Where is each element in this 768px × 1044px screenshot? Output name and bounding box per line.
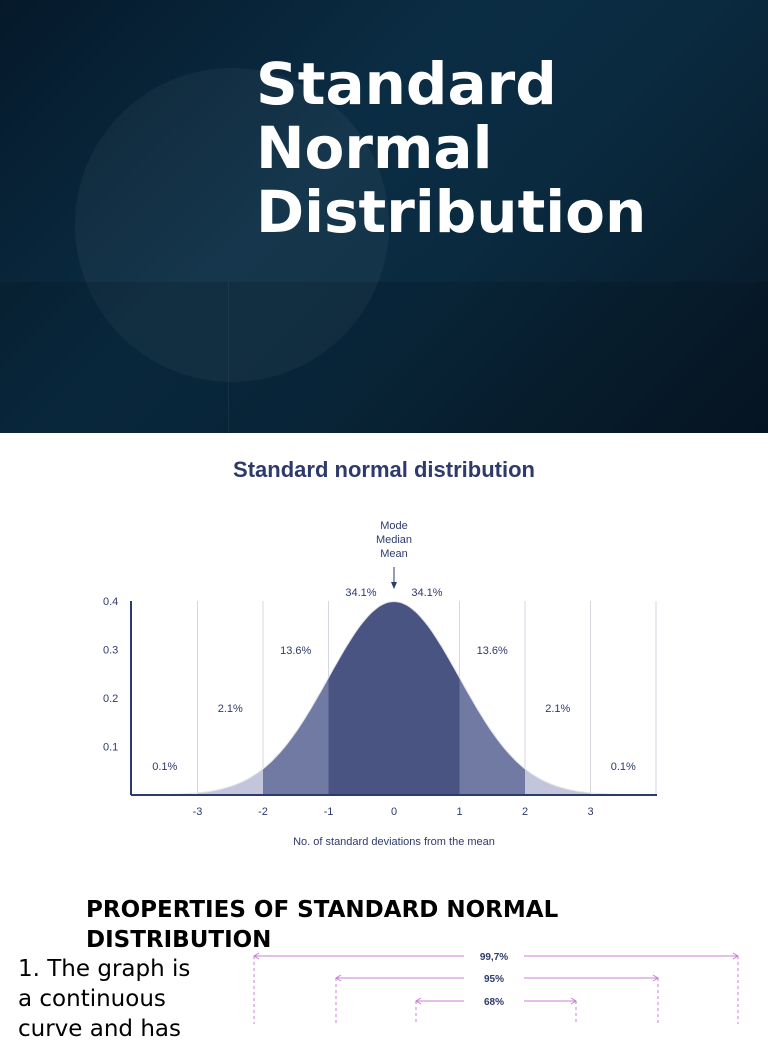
empirical-label: 68% [484, 997, 504, 1008]
region-percent-label: 2.1% [545, 703, 570, 715]
peak-annotation-line: Mean [380, 548, 408, 560]
chart-section: Standard normal distribution 0.1 0.2 0.3 0.… [0, 433, 768, 873]
x-axis-label: No. of standard deviations from the mean [293, 836, 495, 848]
slide-title-line: Distribution [256, 178, 647, 246]
y-tick-label: 0.2 [103, 693, 118, 705]
empirical-rule-diagram: 99,7% 95% 68% [253, 952, 739, 1024]
chart-title: Standard normal distribution [233, 457, 535, 482]
region-percent-label: 0.1% [611, 761, 636, 773]
property-item-line: curve and has [18, 1016, 181, 1042]
property-item-line: 1. The graph is [18, 956, 191, 982]
density-curve [132, 600, 656, 796]
region-percent-label: 2.1% [218, 703, 243, 715]
x-tick-label: 1 [456, 806, 462, 818]
y-tick-label: 0.4 [103, 596, 118, 608]
title-slide: Standard Normal Distribution [0, 0, 768, 433]
region-1 [197, 768, 263, 795]
region-percent-label: 34.1% [345, 587, 376, 599]
properties-heading-line: DISTRIBUTION [86, 927, 272, 953]
region-percent-label: 13.6% [477, 645, 508, 657]
properties-heading-line: PROPERTIES OF STANDARD NORMAL [86, 897, 559, 923]
decorative-circle [75, 68, 389, 382]
region-6 [525, 768, 591, 795]
decorative-band [0, 282, 768, 433]
x-tick-label: 3 [587, 806, 593, 818]
region-4 [394, 601, 460, 795]
empirical-label: 95% [484, 974, 504, 985]
x-tick-label: -1 [324, 806, 334, 818]
region-percent-label: 34.1% [411, 587, 442, 599]
x-tick-label: 0 [391, 806, 397, 818]
region-percent-label: 0.1% [152, 761, 177, 773]
x-tick-label: -3 [193, 806, 203, 818]
slide-title: Standard Normal Distribution [256, 52, 646, 244]
slide-title-line: Standard [256, 50, 557, 118]
region-percent-label: 13.6% [280, 645, 311, 657]
peak-annotation-line: Median [376, 534, 412, 546]
property-item-line: a continuous [18, 986, 166, 1012]
x-tick-label: -2 [258, 806, 268, 818]
region-3 [328, 601, 394, 795]
y-tick-label: 0.1 [103, 742, 118, 754]
y-tick-label: 0.3 [103, 645, 118, 657]
property-item-1: 1. The graph is a continuous curve and h… [18, 954, 218, 1044]
normal-distribution-chart: 0.1 0.2 0.3 0.4 -3 -2 -1 0 1 2 3 0.1% 2.1% 13.6% 34.1%… [103, 520, 657, 848]
empirical-label: 99,7% [480, 952, 508, 963]
peak-arrow-head [391, 582, 397, 589]
x-tick-label: 2 [522, 806, 528, 818]
decorative-line [228, 282, 229, 433]
peak-annotation-line: Mode [380, 520, 408, 532]
slide-title-line: Normal [256, 114, 493, 182]
properties-heading: PROPERTIES OF STANDARD NORMAL DISTRIBUTI… [86, 895, 558, 955]
